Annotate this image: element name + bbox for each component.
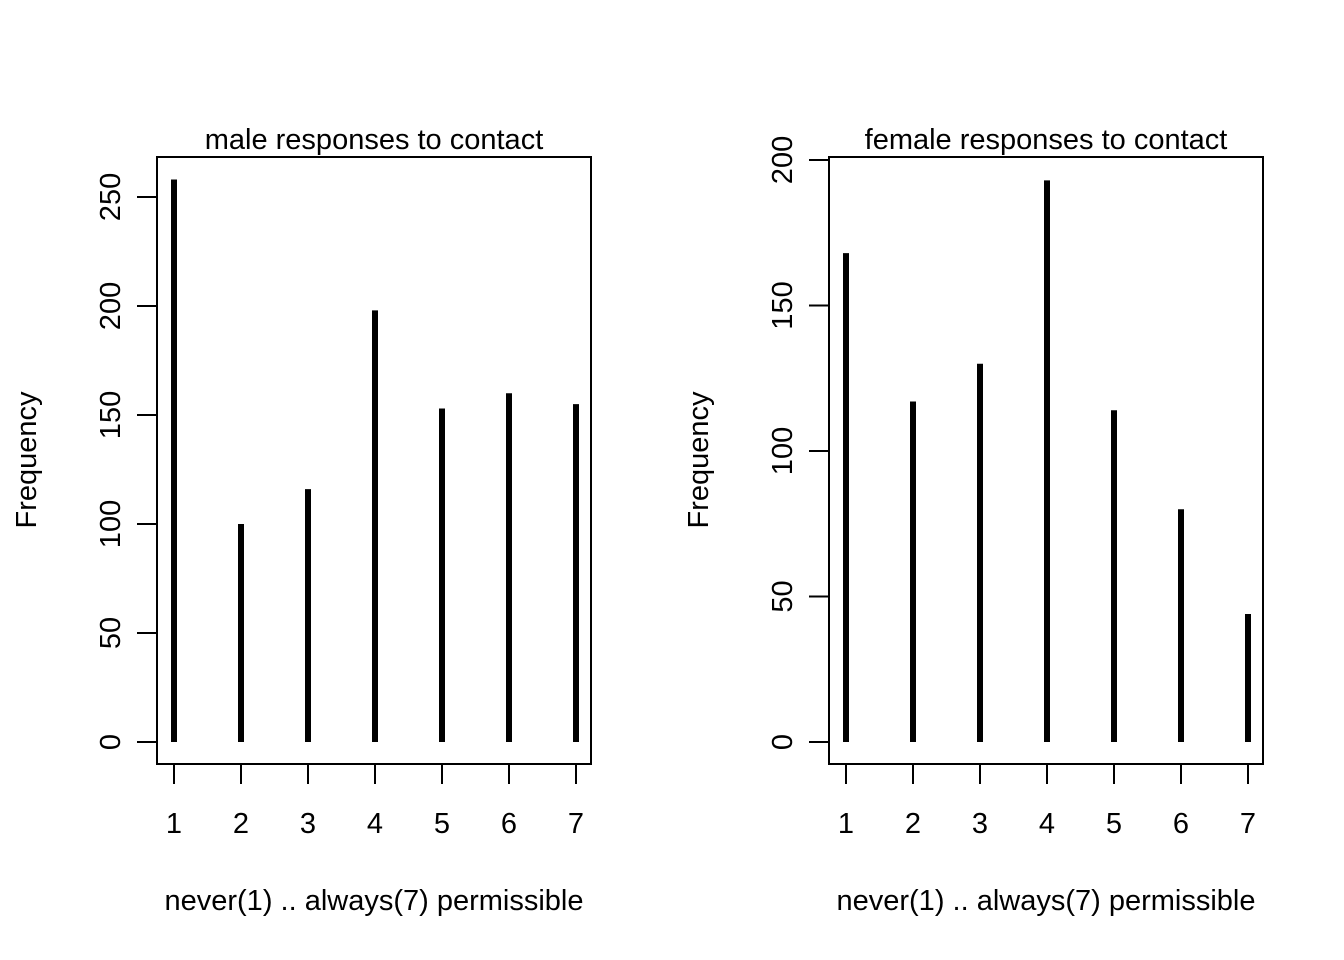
x-axis: 1 2 3 4 5 6 7 (166, 763, 584, 840)
x-tick-label: 2 (905, 808, 921, 840)
y-axis-label: Frequency (11, 391, 43, 529)
y-tick-label: 100 (95, 500, 127, 548)
y-tick-label: 50 (767, 580, 799, 612)
y-tick-label: 100 (767, 427, 799, 475)
y-tick-label: 200 (767, 136, 799, 184)
y-tick-label: 150 (95, 391, 127, 439)
chart-title: female responses to contact (865, 124, 1228, 156)
x-tick-label: 3 (972, 808, 988, 840)
x-tick-label: 4 (367, 808, 383, 840)
y-tick-label: 0 (767, 734, 799, 750)
y-tick-label: 200 (95, 282, 127, 330)
x-tick-label: 6 (1173, 808, 1189, 840)
y-tick-label: 50 (95, 617, 127, 649)
y-tick-label: 0 (95, 734, 127, 750)
y-axis: 0 50 100 150 200 250 (95, 173, 158, 750)
x-axis-label: never(1) .. always(7) permissible (836, 885, 1255, 917)
chart-female: female responses to contact never(1) .. … (683, 124, 1264, 917)
x-tick-label: 6 (501, 808, 517, 840)
x-tick-label: 1 (166, 808, 182, 840)
x-axis: 1 2 3 4 5 6 7 (838, 763, 1256, 840)
y-axis-label: Frequency (683, 391, 715, 529)
y-axis: 0 50 100 150 200 (767, 136, 830, 750)
x-tick-label: 7 (568, 808, 584, 840)
bars (171, 179, 579, 742)
x-tick-label: 2 (233, 808, 249, 840)
bars (843, 180, 1251, 742)
chart-male: male responses to contact never(1) .. al… (11, 124, 592, 917)
chart-title: male responses to contact (205, 124, 544, 156)
x-tick-label: 5 (434, 808, 450, 840)
y-tick-label: 250 (95, 173, 127, 221)
x-tick-label: 1 (838, 808, 854, 840)
x-tick-label: 5 (1106, 808, 1122, 840)
y-tick-label: 150 (767, 281, 799, 329)
x-tick-label: 7 (1240, 808, 1256, 840)
x-tick-label: 3 (300, 808, 316, 840)
x-tick-label: 4 (1039, 808, 1055, 840)
x-axis-label: never(1) .. always(7) permissible (164, 885, 583, 917)
